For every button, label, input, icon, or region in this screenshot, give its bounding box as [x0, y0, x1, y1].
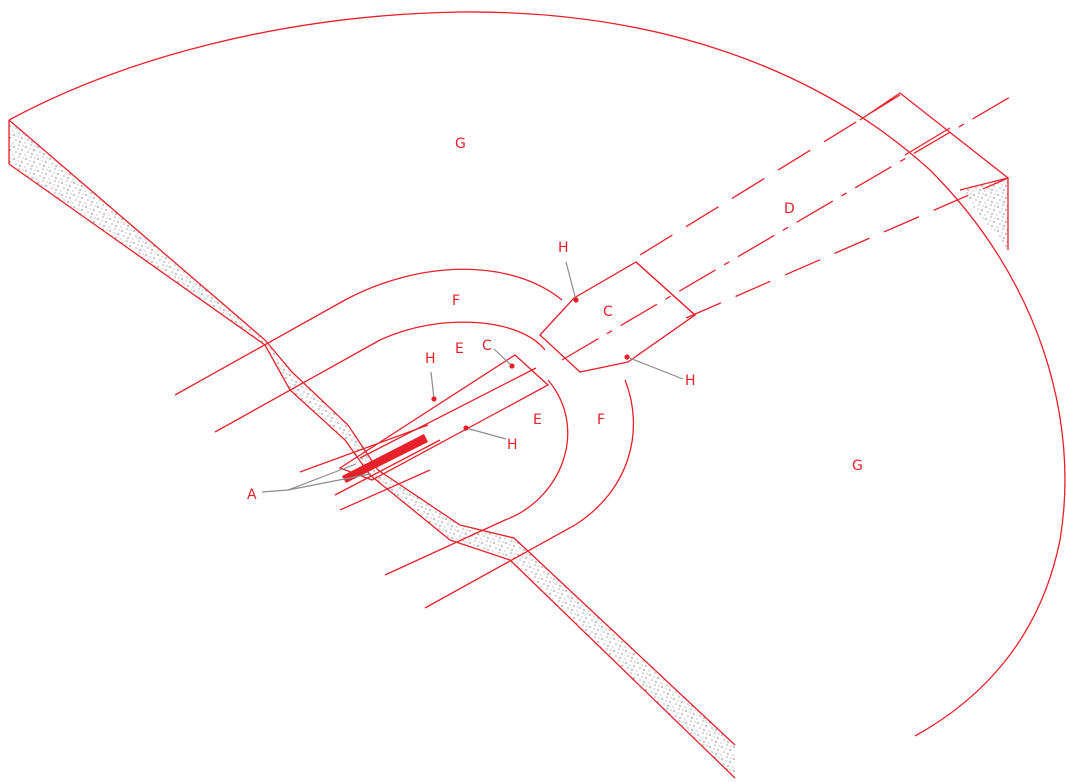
leader-h-left-lower [465, 427, 507, 440]
ring-f-outer [174, 268, 563, 396]
label-g-right: G [852, 458, 863, 474]
dot-c-left [509, 363, 515, 369]
label-e-top: E [455, 341, 464, 357]
outer-boundary [8, 11, 1066, 737]
ring-e-inner-lower [384, 379, 569, 576]
outer-left-top-edge [8, 119, 266, 341]
label-d: D [784, 201, 795, 217]
label-f-top: F [452, 293, 460, 309]
wedge-c-left-mid-1 [359, 367, 537, 459]
cut-edge-upper [264, 339, 736, 746]
dot-h-left-lower [463, 425, 469, 431]
dot-h-upper [573, 297, 579, 303]
leader-h-right [626, 356, 684, 380]
label-c-right: C [603, 304, 613, 320]
label-h-right: H [685, 373, 696, 389]
cut-edge-lower [264, 344, 736, 779]
label-h-upper: H [558, 240, 569, 256]
label-a: A [247, 487, 257, 503]
wedge-c-right-back [635, 261, 696, 316]
ring-e-inner [214, 321, 546, 433]
label-h-left-lower: H [507, 437, 518, 453]
label-e-right: E [533, 412, 542, 428]
leader-a-2 [287, 473, 371, 491]
dot-h-right [624, 354, 630, 360]
wedge-c-left-mid-2 [299, 424, 429, 473]
label-f-right: F [597, 412, 605, 428]
bar-a [342, 434, 428, 483]
soil-band [9, 120, 735, 778]
wedge-c-left-mid-3 [334, 439, 441, 496]
wedge-c-left-mid-4 [339, 469, 431, 511]
ring-f-outer-lower [424, 379, 635, 609]
wedge-c-right [539, 261, 697, 373]
d-line-lower [685, 177, 1009, 319]
leader-h-left-upper [430, 371, 435, 400]
label-h-left-upper: H [425, 351, 436, 367]
leader-h-upper [565, 261, 577, 301]
label-c-left: C [482, 338, 492, 354]
soil-band-right [960, 178, 1008, 250]
d-end-frame [859, 92, 1010, 191]
leader-c-left [493, 348, 513, 367]
label-g-top: G [455, 136, 466, 152]
outer-left-front-edge [8, 163, 266, 346]
d-end-frame-mid [904, 127, 951, 156]
dot-h-left-upper [431, 396, 437, 402]
d-centerline [561, 96, 1011, 361]
